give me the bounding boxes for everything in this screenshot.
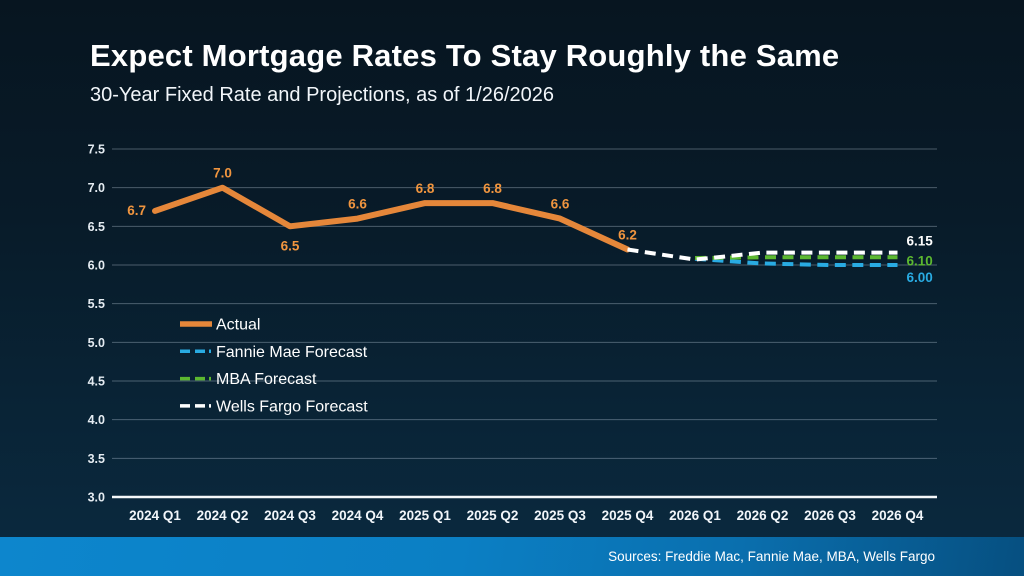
series-line bbox=[694, 256, 898, 267]
x-axis-tick-label: 2025 Q2 bbox=[467, 508, 519, 523]
x-axis-tick-label: 2024 Q2 bbox=[197, 508, 249, 523]
legend-label: Actual bbox=[216, 317, 260, 334]
x-axis-tick-label: 2024 Q4 bbox=[332, 508, 384, 523]
x-axis-tick-label: 2026 Q2 bbox=[737, 508, 789, 523]
y-axis-tick-label: 7.0 bbox=[88, 181, 105, 195]
series-fannie-mae-forecast: 6.00 bbox=[694, 256, 933, 285]
data-point-label: 6.7 bbox=[127, 203, 146, 218]
data-point-label: 6.6 bbox=[348, 197, 367, 212]
legend-item-wells-fargo-forecast: Wells Fargo Forecast bbox=[180, 398, 368, 415]
data-point-label: 6.2 bbox=[618, 228, 637, 243]
y-axis-tick-label: 3.0 bbox=[88, 491, 105, 505]
series-wells-fargo-forecast: 6.15 bbox=[627, 234, 934, 262]
data-point-label: 6.6 bbox=[551, 197, 570, 212]
y-axis-tick-label: 5.5 bbox=[88, 297, 105, 311]
x-axis-tick-label: 2026 Q3 bbox=[804, 508, 856, 523]
series-line bbox=[694, 255, 898, 260]
series-actual: 6.7 7.0 6.5 6.6 6.8 6.8 6.6 6.2 bbox=[127, 166, 637, 254]
data-point-label: 6.5 bbox=[281, 238, 300, 253]
x-axis-tick-label: 2024 Q1 bbox=[129, 508, 181, 523]
x-axis-tick-label: 2026 Q4 bbox=[872, 508, 924, 523]
series-mba-forecast: 6.10 bbox=[694, 253, 933, 268]
x-axis-tick-label: 2025 Q4 bbox=[602, 508, 654, 523]
page-title: Expect Mortgage Rates To Stay Roughly th… bbox=[90, 38, 840, 73]
series-line bbox=[152, 184, 631, 253]
y-axis-tick-label: 6.0 bbox=[88, 259, 105, 273]
chart-gridlines: 7.5 7.0 6.5 6.0 5.5 5.0 4.5 4.0 3.5 3.0 bbox=[88, 143, 937, 505]
x-axis-tick-label: 2024 Q3 bbox=[264, 508, 316, 523]
page-subtitle: 30-Year Fixed Rate and Projections, as o… bbox=[90, 84, 555, 106]
legend-label: MBA Forecast bbox=[216, 371, 317, 388]
chart-legend: Actual Fannie Mae Forecast MBA Forecast Wel… bbox=[180, 317, 368, 415]
legend-item-fannie-mae-forecast: Fannie Mae Forecast bbox=[180, 344, 368, 361]
forecast-end-label: 6.00 bbox=[907, 270, 933, 285]
legend-item-actual: Actual bbox=[180, 317, 260, 334]
y-axis-tick-label: 6.5 bbox=[88, 220, 105, 234]
x-axis-labels: 2024 Q1 2024 Q2 2024 Q3 2024 Q4 2025 Q1 2025 … bbox=[129, 508, 924, 523]
x-axis-tick-label: 2025 Q1 bbox=[399, 508, 451, 523]
legend-label: Fannie Mae Forecast bbox=[216, 344, 368, 361]
sources-note: Sources: Freddie Mac, Fannie Mae, MBA, W… bbox=[608, 549, 935, 564]
series-line bbox=[627, 247, 898, 262]
footer-accent-bar: Sources: Freddie Mac, Fannie Mae, MBA, W… bbox=[0, 537, 1024, 576]
data-point-label: 6.8 bbox=[483, 181, 502, 196]
y-axis-tick-label: 4.0 bbox=[88, 413, 105, 427]
forecast-end-label: 6.15 bbox=[907, 234, 934, 249]
legend-item-mba-forecast: MBA Forecast bbox=[180, 371, 317, 388]
y-axis-tick-label: 3.5 bbox=[88, 452, 105, 466]
x-axis-tick-label: 2025 Q3 bbox=[534, 508, 586, 523]
data-point-label: 6.8 bbox=[416, 181, 435, 196]
data-point-label: 7.0 bbox=[213, 166, 232, 181]
y-axis-tick-label: 7.5 bbox=[88, 143, 105, 157]
forecast-end-label: 6.10 bbox=[907, 253, 933, 268]
y-axis-tick-label: 5.0 bbox=[88, 336, 105, 350]
x-axis-tick-label: 2026 Q1 bbox=[669, 508, 721, 523]
legend-label: Wells Fargo Forecast bbox=[216, 398, 368, 415]
y-axis-tick-label: 4.5 bbox=[88, 375, 105, 389]
